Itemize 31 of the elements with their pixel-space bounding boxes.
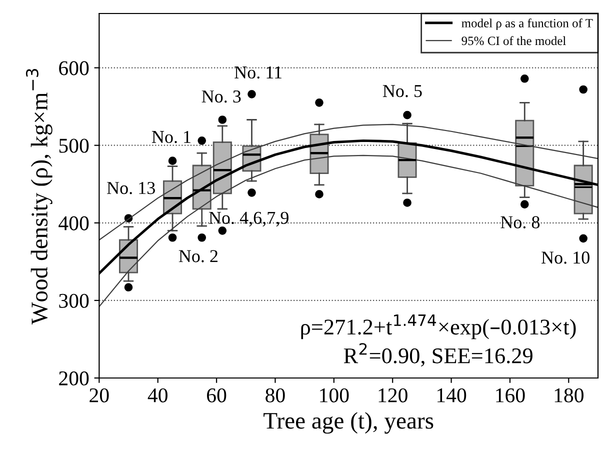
- y-tick-label: 500: [59, 138, 89, 153]
- y-tick-label: 400: [58, 216, 89, 230]
- legend-label: model ρ as a function of T: [462, 18, 593, 30]
- legend-label: 95% CI of the model: [462, 36, 566, 46]
- annotation: No. 8: [500, 216, 540, 228]
- x-tick-label: 140: [437, 388, 466, 402]
- annotation: No. 11: [234, 66, 282, 79]
- y-tick-label: 200: [59, 371, 89, 386]
- x-axis-title: Tree age (t), years: [264, 412, 434, 434]
- x-tick-label: 60: [207, 388, 226, 402]
- annotation: No. 13: [107, 182, 155, 194]
- x-tick-label: 20: [90, 388, 109, 402]
- annotation: No. 4,6,7,9: [208, 212, 288, 227]
- x-tick-label: 180: [554, 388, 584, 402]
- annotation: No. 2: [178, 250, 218, 262]
- x-tick-label: 160: [496, 388, 525, 402]
- y-tick-label: 600: [59, 61, 89, 76]
- y-axis-title: Wood density (ρ), kg×m$^{−3}$: [26, 68, 52, 325]
- y-tick-label: 300: [59, 294, 89, 308]
- x-tick-label: 100: [320, 388, 349, 402]
- x-tick-label: 80: [266, 388, 285, 402]
- annotation: No. 1: [152, 130, 190, 144]
- annotation: R$^{2}$=0.90, SEE=16.29: [344, 343, 532, 367]
- annotation: No. 10: [542, 252, 590, 264]
- x-tick-label: 40: [148, 388, 168, 402]
- x-tick-label: 120: [378, 388, 408, 402]
- annotation: No. 5: [382, 85, 422, 98]
- line-series: [99, 154, 598, 308]
- annotation: No. 3: [202, 90, 241, 103]
- annotation: ρ=271.2+t$^{1.474}$×exp(–0.013×t): [301, 314, 576, 340]
- line-series: [99, 124, 598, 241]
